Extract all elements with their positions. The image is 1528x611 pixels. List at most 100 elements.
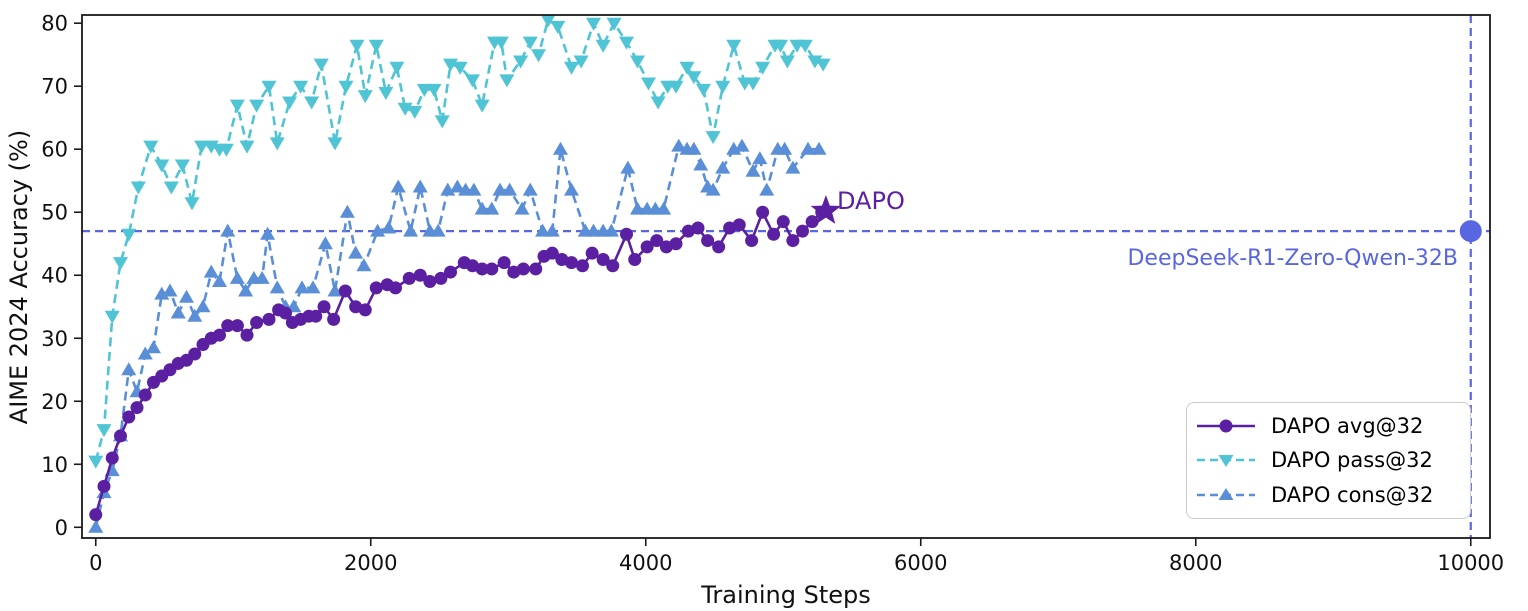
marker-circle: [596, 252, 610, 266]
marker-circle: [89, 508, 103, 522]
marker-triangle-up: [381, 220, 397, 234]
marker-circle: [389, 281, 402, 295]
marker-triangle-down: [755, 61, 771, 75]
marker-triangle-up: [121, 362, 137, 376]
legend-item-avg: DAPO avg@32: [1195, 409, 1460, 443]
marker-triangle-up: [734, 138, 750, 152]
legend-item-pass: DAPO pass@32: [1195, 443, 1460, 477]
baseline-annotation: DeepSeek-R1-Zero-Qwen-32B: [1127, 246, 1458, 271]
legend-sample-cons-triangle-up-icon: [1197, 487, 1255, 500]
marker-triangle-down: [96, 424, 112, 438]
marker-triangle-down: [338, 80, 354, 94]
marker-circle: [516, 262, 530, 276]
marker-triangle-up: [254, 270, 270, 284]
marker-triangle-down: [249, 99, 265, 113]
marker-triangle-down: [564, 61, 579, 75]
marker-circle: [309, 309, 323, 323]
marker-circle: [114, 429, 127, 443]
baseline-point: [1459, 220, 1482, 243]
marker-triangle-down: [194, 140, 210, 154]
marker-circle: [122, 410, 136, 424]
series-line: [94, 144, 819, 528]
marker-triangle-up: [564, 182, 579, 196]
marker-triangle-down: [773, 39, 788, 53]
marker-triangle-up: [553, 141, 568, 155]
marker-circle: [338, 284, 352, 298]
marker-circle: [767, 227, 781, 241]
marker-circle: [423, 275, 437, 289]
marker-circle: [640, 240, 654, 254]
marker-triangle-up: [759, 182, 775, 196]
marker-circle: [745, 234, 759, 248]
marker-triangle-up: [203, 264, 219, 278]
marker-triangle-up: [238, 283, 254, 297]
y-tick-label: 70: [41, 75, 68, 99]
marker-triangle-down: [465, 74, 480, 88]
marker-triangle-down: [293, 80, 309, 94]
marker-circle: [796, 224, 809, 238]
marker-triangle-up: [502, 182, 518, 196]
marker-triangle-down: [606, 17, 622, 31]
marker-triangle-down: [239, 140, 255, 154]
marker-triangle-up: [777, 141, 793, 155]
marker-triangle-up: [348, 245, 364, 259]
marker-triangle-down: [686, 71, 702, 85]
series-dapo-pass-32: [88, 14, 831, 469]
marker-triangle-up: [146, 340, 161, 354]
marker-triangle-down: [407, 105, 423, 119]
marker-triangle-up: [162, 283, 178, 297]
marker-triangle-down: [349, 39, 365, 53]
marker-circle: [358, 303, 372, 317]
marker-triangle-up: [260, 226, 276, 240]
marker-triangle-down: [586, 17, 601, 31]
marker-circle: [606, 259, 620, 273]
marker-circle: [240, 328, 254, 342]
marker-triangle-up: [327, 283, 343, 297]
marker-circle: [475, 262, 489, 276]
marker-triangle-up: [187, 308, 203, 322]
marker-triangle-up: [88, 519, 104, 533]
marker-circle: [545, 246, 559, 260]
marker-circle: [105, 451, 119, 465]
y-tick-label: 60: [41, 138, 68, 162]
legend-label-pass: DAPO pass@32: [1271, 448, 1433, 473]
legend-sample-avg-circle-icon: [1197, 419, 1255, 433]
marker-triangle-down: [282, 96, 298, 110]
marker-triangle-up: [403, 223, 419, 237]
marker-triangle-up: [671, 138, 687, 152]
marker-triangle-down: [229, 99, 245, 113]
marker-triangle-up: [745, 163, 761, 177]
marker-triangle-up: [220, 223, 236, 237]
marker-circle: [650, 234, 664, 248]
y-tick-label: 40: [41, 264, 68, 288]
marker-triangle-up: [785, 160, 801, 174]
marker-triangle-down: [550, 20, 566, 34]
series-dapo-avg-32: [89, 205, 829, 522]
marker-triangle-down: [434, 115, 450, 129]
marker-circle: [585, 246, 599, 260]
marker-triangle-up: [412, 179, 428, 193]
marker-triangle-down: [745, 77, 761, 91]
marker-circle: [138, 388, 152, 402]
plot-border: [81, 14, 1491, 539]
marker-triangle-down: [797, 39, 813, 53]
marker-circle: [497, 256, 511, 270]
marker-triangle-down: [705, 131, 721, 145]
marker-triangle-down: [113, 257, 128, 271]
marker-triangle-up: [544, 223, 560, 237]
marker-triangle-down: [130, 181, 146, 195]
y-tick-label: 10: [41, 453, 68, 477]
marker-circle: [188, 347, 202, 361]
marker-circle: [444, 265, 457, 279]
marker-circle: [691, 221, 705, 235]
marker-triangle-down: [499, 74, 515, 88]
marker-triangle-down: [595, 39, 611, 53]
marker-triangle-down: [679, 61, 695, 75]
marker-triangle-up: [305, 280, 321, 294]
marker-triangle-down: [368, 39, 384, 53]
marker-circle: [262, 312, 276, 326]
marker-triangle-up: [484, 201, 500, 215]
marker-circle: [485, 262, 499, 276]
marker-triangle-up: [535, 223, 551, 237]
marker-triangle-down: [452, 61, 468, 75]
